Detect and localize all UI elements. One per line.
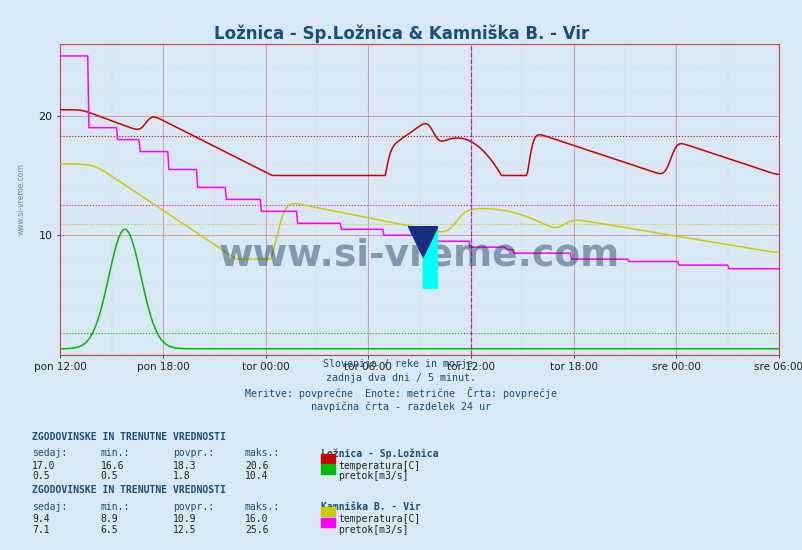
Text: 16.6: 16.6 bbox=[100, 461, 124, 471]
Text: temperatura[C]: temperatura[C] bbox=[338, 514, 419, 524]
Text: 9.4: 9.4 bbox=[32, 514, 50, 524]
Text: min.:: min.: bbox=[100, 502, 130, 512]
Text: Meritve: povprečne  Enote: metrične  Črta: povprečje: Meritve: povprečne Enote: metrične Črta:… bbox=[245, 387, 557, 399]
Text: 10.4: 10.4 bbox=[245, 471, 268, 481]
Text: pretok[m3/s]: pretok[m3/s] bbox=[338, 525, 408, 535]
Text: ZGODOVINSKE IN TRENUTNE VREDNOSTI: ZGODOVINSKE IN TRENUTNE VREDNOSTI bbox=[32, 485, 225, 495]
Text: temperatura[C]: temperatura[C] bbox=[338, 461, 419, 471]
Text: www.si-vreme.com: www.si-vreme.com bbox=[219, 237, 619, 273]
Text: 10.9: 10.9 bbox=[172, 514, 196, 524]
Text: 18.3: 18.3 bbox=[172, 461, 196, 471]
Text: www.si-vreme.com: www.si-vreme.com bbox=[16, 163, 25, 235]
Text: Kamniška B. - Vir: Kamniška B. - Vir bbox=[321, 502, 420, 512]
Text: 20.6: 20.6 bbox=[245, 461, 268, 471]
Text: Slovenija / reke in morje.: Slovenija / reke in morje. bbox=[323, 359, 479, 369]
Text: navpična črta - razdelek 24 ur: navpična črta - razdelek 24 ur bbox=[311, 402, 491, 412]
Polygon shape bbox=[407, 226, 438, 257]
Text: zadnja dva dni / 5 minut.: zadnja dva dni / 5 minut. bbox=[326, 373, 476, 383]
Text: 17.0: 17.0 bbox=[32, 461, 55, 471]
Text: 1.8: 1.8 bbox=[172, 471, 190, 481]
Text: ZGODOVINSKE IN TRENUTNE VREDNOSTI: ZGODOVINSKE IN TRENUTNE VREDNOSTI bbox=[32, 432, 225, 442]
Text: min.:: min.: bbox=[100, 448, 130, 458]
Text: sedaj:: sedaj: bbox=[32, 502, 67, 512]
Text: 6.5: 6.5 bbox=[100, 525, 118, 535]
Text: pretok[m3/s]: pretok[m3/s] bbox=[338, 471, 408, 481]
Text: maks.:: maks.: bbox=[245, 448, 280, 458]
Text: sedaj:: sedaj: bbox=[32, 448, 67, 458]
Text: 12.5: 12.5 bbox=[172, 525, 196, 535]
Text: 25.6: 25.6 bbox=[245, 525, 268, 535]
Text: 7.1: 7.1 bbox=[32, 525, 50, 535]
Text: Ložnica - Sp.Ložnica: Ložnica - Sp.Ložnica bbox=[321, 448, 438, 459]
Text: povpr.:: povpr.: bbox=[172, 502, 213, 512]
Text: 8.9: 8.9 bbox=[100, 514, 118, 524]
Text: 0.5: 0.5 bbox=[32, 471, 50, 481]
Text: 0.5: 0.5 bbox=[100, 471, 118, 481]
Text: 16.0: 16.0 bbox=[245, 514, 268, 524]
Text: povpr.:: povpr.: bbox=[172, 448, 213, 458]
Text: maks.:: maks.: bbox=[245, 502, 280, 512]
Text: Ložnica - Sp.Ložnica & Kamniška B. - Vir: Ložnica - Sp.Ložnica & Kamniška B. - Vir bbox=[213, 25, 589, 43]
Polygon shape bbox=[423, 226, 438, 289]
